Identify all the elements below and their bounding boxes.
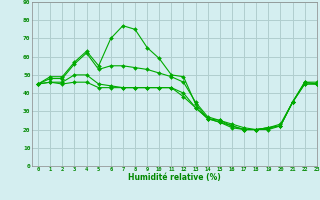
X-axis label: Humidité relative (%): Humidité relative (%) bbox=[128, 173, 221, 182]
